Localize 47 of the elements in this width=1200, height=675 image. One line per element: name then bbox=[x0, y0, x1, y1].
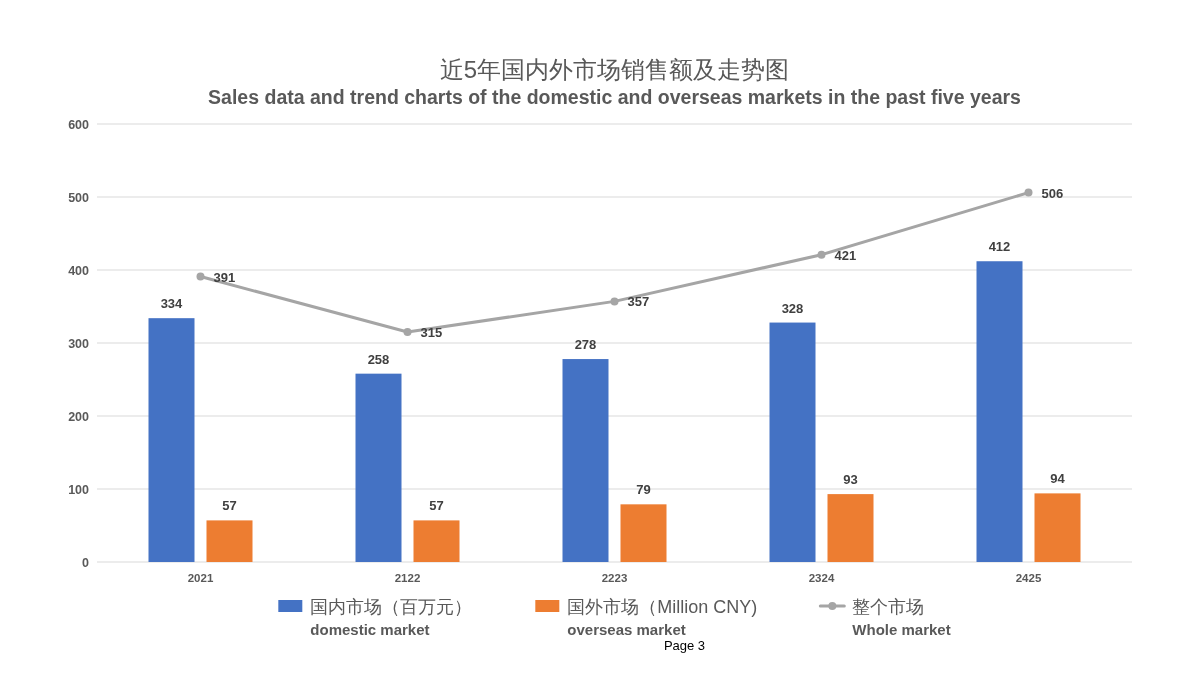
x-tick-label: 2324 bbox=[808, 572, 835, 584]
data-label: 391 bbox=[213, 269, 236, 285]
point bbox=[817, 250, 826, 259]
data-label: 278 bbox=[574, 337, 597, 353]
subtitle: Sales data and trend charts of the domestic and overseas markets in the past five years bbox=[208, 86, 1021, 108]
bar bbox=[1034, 493, 1081, 562]
legend-label: 整个市场 Whole market bbox=[852, 597, 951, 638]
data-label: 79 bbox=[636, 482, 651, 498]
bar bbox=[413, 520, 460, 562]
y-tick-label: 600 bbox=[68, 117, 90, 132]
y-tick-label: 400 bbox=[68, 263, 90, 278]
x-tick-label: 2122 bbox=[394, 572, 421, 584]
point bbox=[403, 328, 412, 337]
data-label: 93 bbox=[843, 472, 858, 488]
data-label: 57 bbox=[222, 498, 237, 514]
data-label: 258 bbox=[367, 351, 390, 367]
bar bbox=[769, 322, 816, 562]
x-tick-label: 2425 bbox=[1015, 572, 1042, 584]
data-label: 57 bbox=[429, 498, 444, 514]
data-label: 506 bbox=[1041, 185, 1064, 201]
bar bbox=[562, 359, 609, 562]
y-tick-label: 0 bbox=[82, 555, 90, 570]
bar bbox=[827, 494, 874, 562]
legend-label: 国内市场（百万元） domestic market bbox=[310, 597, 473, 638]
data-label: 421 bbox=[834, 247, 857, 263]
bar bbox=[976, 261, 1023, 562]
point bbox=[610, 297, 619, 306]
data-label: 334 bbox=[160, 296, 184, 312]
bar bbox=[620, 504, 667, 562]
data-label: 328 bbox=[781, 300, 804, 316]
bar bbox=[206, 520, 253, 562]
y-tick-label: 100 bbox=[68, 482, 90, 497]
title: 近5年国内外市场销售额及走势图 bbox=[439, 56, 790, 83]
y-tick-label: 300 bbox=[68, 336, 90, 351]
data-label: 357 bbox=[627, 294, 650, 310]
bar bbox=[355, 373, 402, 562]
annotation: Page 3 bbox=[663, 638, 706, 653]
point bbox=[196, 272, 205, 281]
point bbox=[1024, 188, 1033, 197]
data-label: 412 bbox=[988, 239, 1011, 255]
data-label: 94 bbox=[1050, 471, 1066, 487]
x-tick-label: 2021 bbox=[187, 572, 214, 584]
data-label: 315 bbox=[420, 325, 443, 341]
bar bbox=[148, 318, 195, 562]
y-tick-label: 500 bbox=[68, 190, 90, 205]
y-tick-label: 200 bbox=[68, 409, 90, 424]
x-tick-label: 2223 bbox=[601, 572, 628, 584]
